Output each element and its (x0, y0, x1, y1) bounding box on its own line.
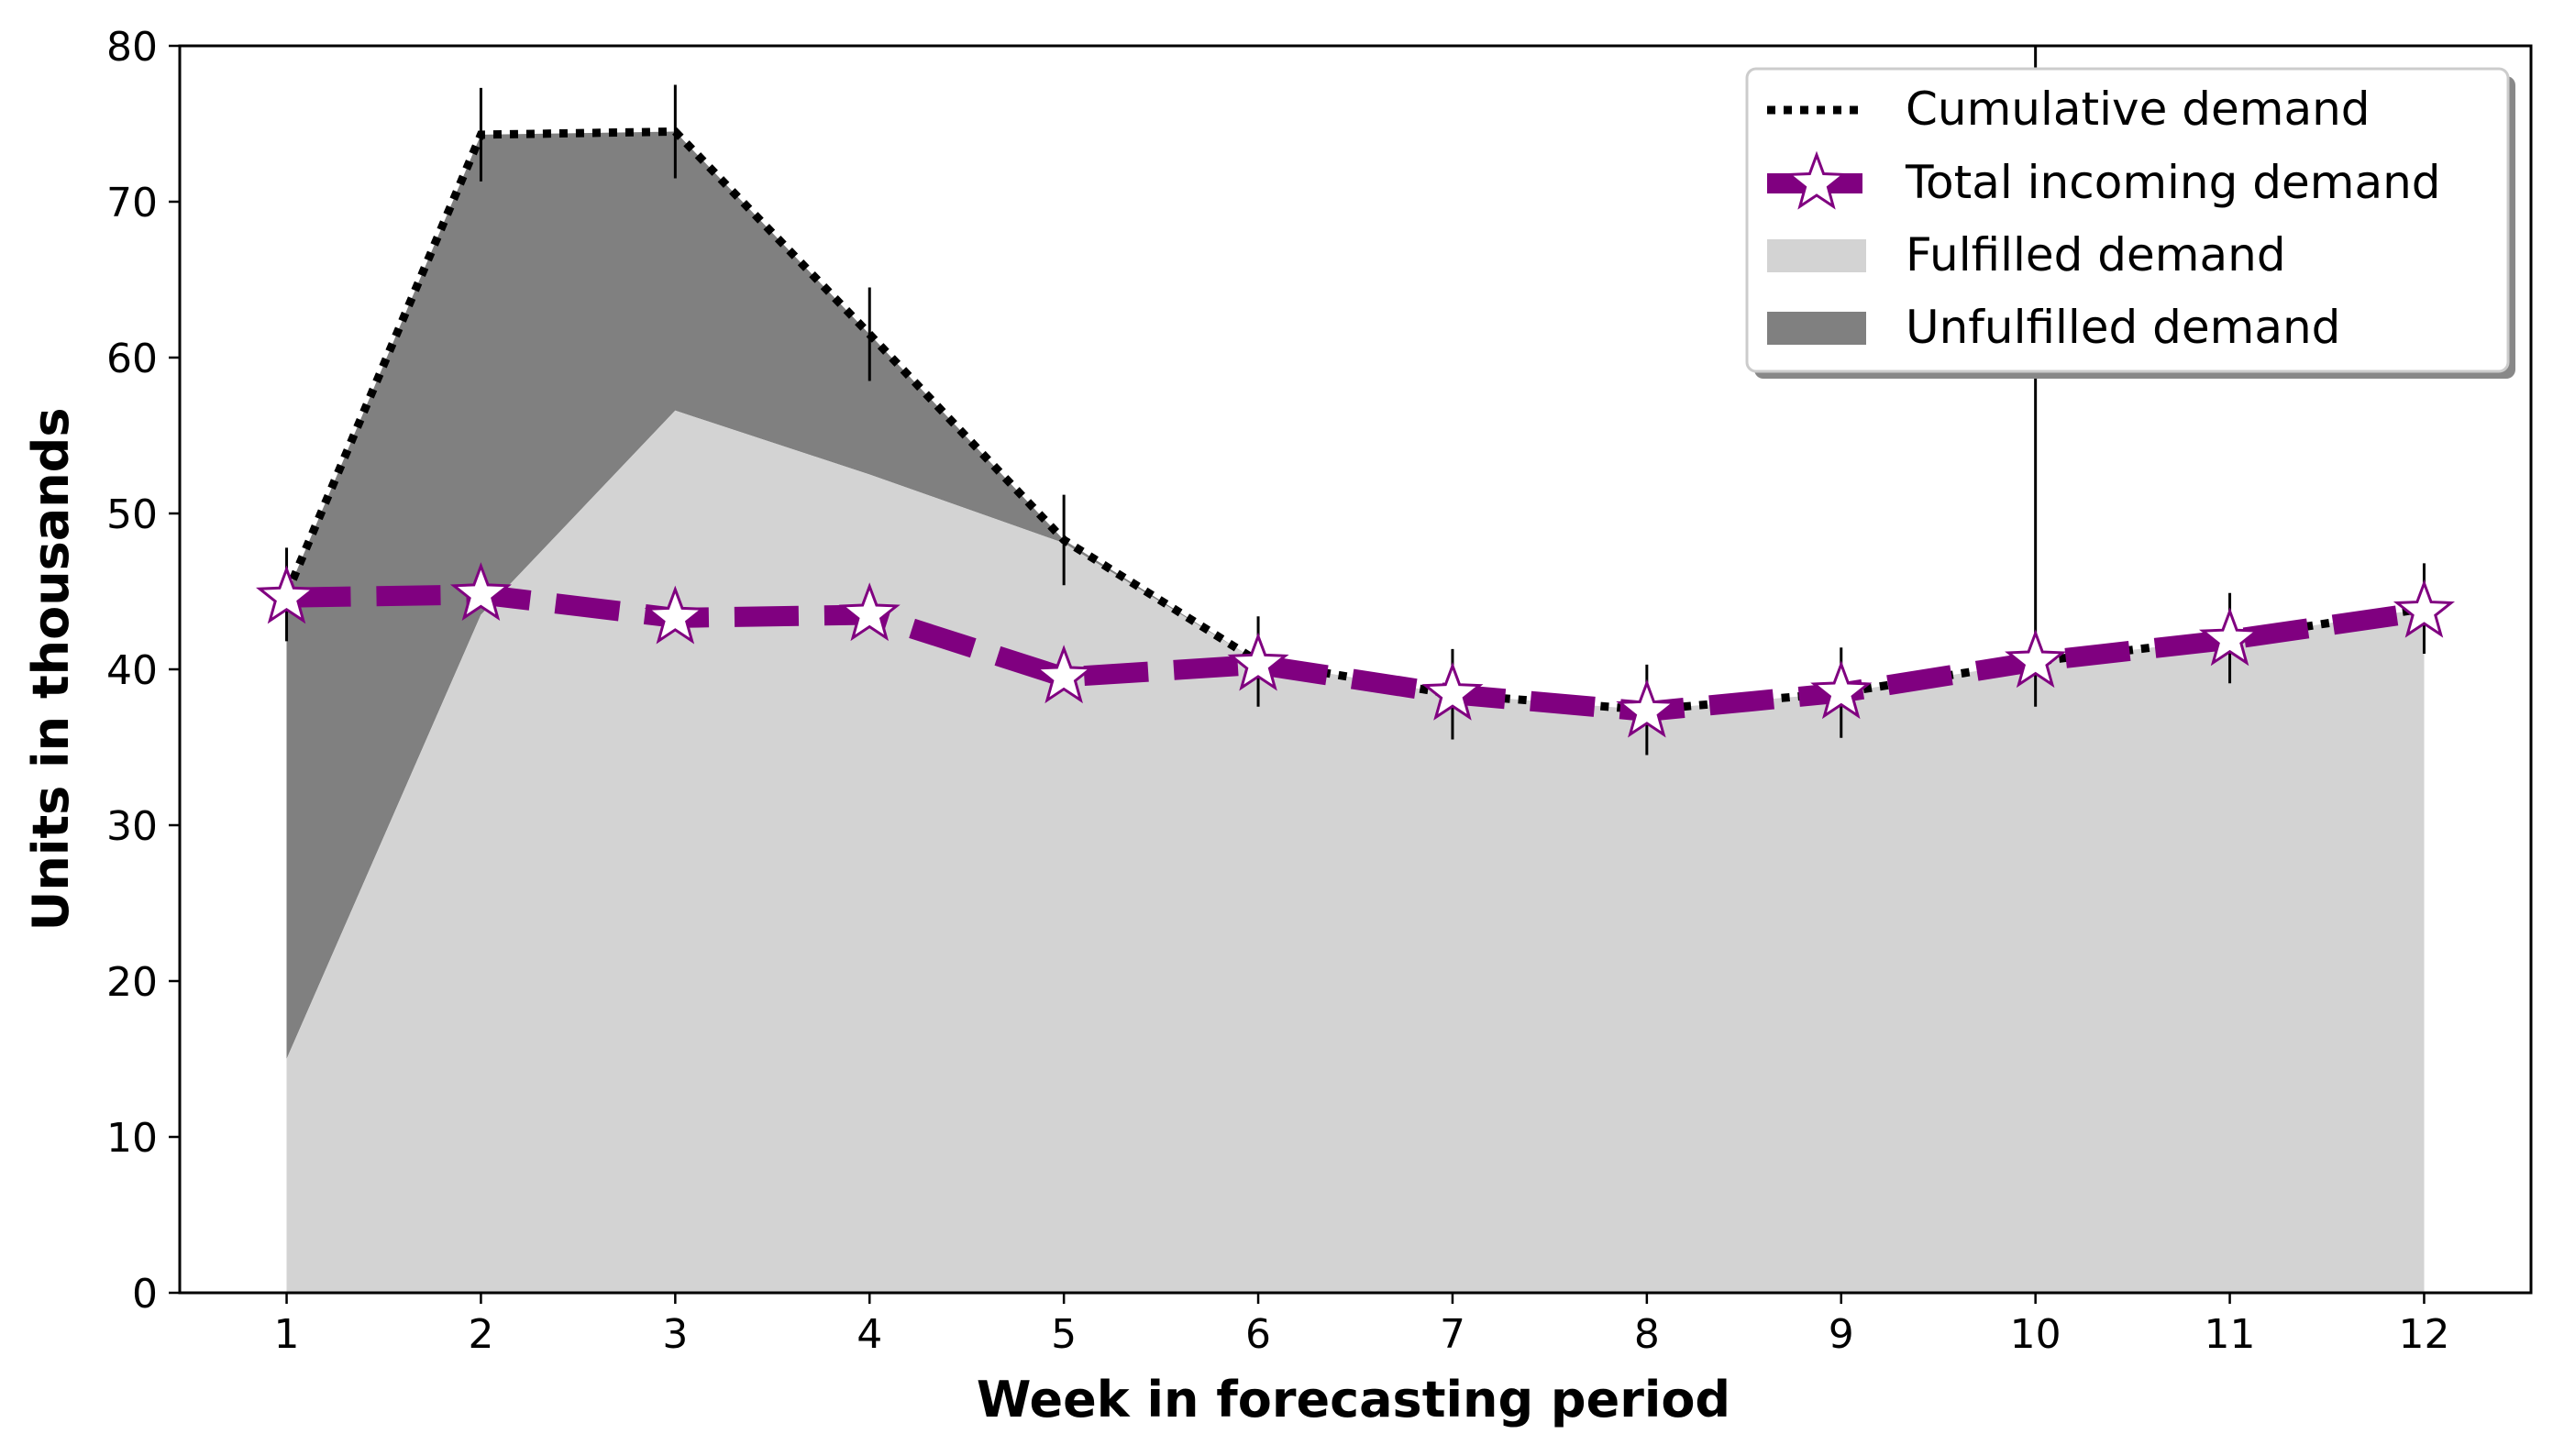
line-total-incoming-demand (286, 584, 2426, 722)
star-marker-week-2 (449, 562, 512, 621)
y-axis-title: Units in thousands (22, 408, 80, 932)
x-tick-label: 6 (1245, 1311, 1271, 1358)
legend-swatch-patch (1767, 239, 1866, 272)
y-tick-label: 30 (106, 803, 158, 850)
y-tick-label: 0 (132, 1271, 158, 1318)
x-tick-label: 4 (857, 1311, 882, 1358)
y-tick-label: 20 (106, 959, 158, 1006)
star-marker-week-5 (1033, 645, 1095, 704)
legend-box (1745, 67, 2510, 373)
legend-label: Fulfilled demand (1906, 228, 2286, 281)
legend-label: Total incoming demand (1905, 156, 2441, 209)
x-tick-label: 11 (2205, 1311, 2256, 1358)
legend-label: Cumulative demand (1906, 83, 2371, 136)
legend-swatch-patch (1767, 312, 1866, 345)
legend-label: Unfulfilled demand (1906, 301, 2340, 354)
star-marker-week-7 (1421, 661, 1484, 721)
plot-layer (256, 46, 2455, 1293)
x-tick-label: 5 (1051, 1311, 1077, 1358)
star-marker-week-9 (1810, 660, 1873, 720)
area-fulfilled-demand (286, 410, 2425, 1293)
star-marker-week-1 (256, 565, 318, 624)
star-marker-week-11 (2199, 607, 2261, 667)
y-tick-label: 60 (106, 336, 158, 382)
y-tick-label: 80 (106, 24, 158, 71)
x-tick-label: 3 (662, 1311, 688, 1358)
star-marker-week-3 (644, 585, 706, 645)
y-tick-label: 40 (106, 647, 158, 694)
x-tick-label: 8 (1634, 1311, 1660, 1358)
x-axis-title: Week in forecasting period (977, 1371, 1730, 1428)
star-marker-week-8 (1616, 678, 1678, 738)
x-tick-label: 7 (1440, 1311, 1465, 1358)
x-tick-label: 10 (2010, 1311, 2061, 1358)
legend: Cumulative demand Total incoming demand Fu… (1745, 67, 2515, 379)
legend-star-marker (1785, 150, 1848, 210)
star-marker-week-4 (838, 582, 901, 642)
x-tick-label: 9 (1829, 1311, 1854, 1358)
x-tick-label: 2 (468, 1311, 493, 1358)
star-marker-week-6 (1227, 632, 1289, 691)
area-unfulfilled-demand (286, 131, 2425, 1059)
y-tick-label: 50 (106, 491, 158, 538)
star-marker-week-12 (2393, 579, 2455, 638)
y-tick-label: 10 (106, 1115, 158, 1162)
x-tick-label: 12 (2398, 1311, 2449, 1358)
star-marker-week-10 (2005, 629, 2067, 689)
axes-layer: Week in forecasting period Units in thou… (22, 24, 2533, 1428)
x-tick-label: 1 (274, 1311, 300, 1358)
y-tick-label: 70 (106, 180, 158, 226)
